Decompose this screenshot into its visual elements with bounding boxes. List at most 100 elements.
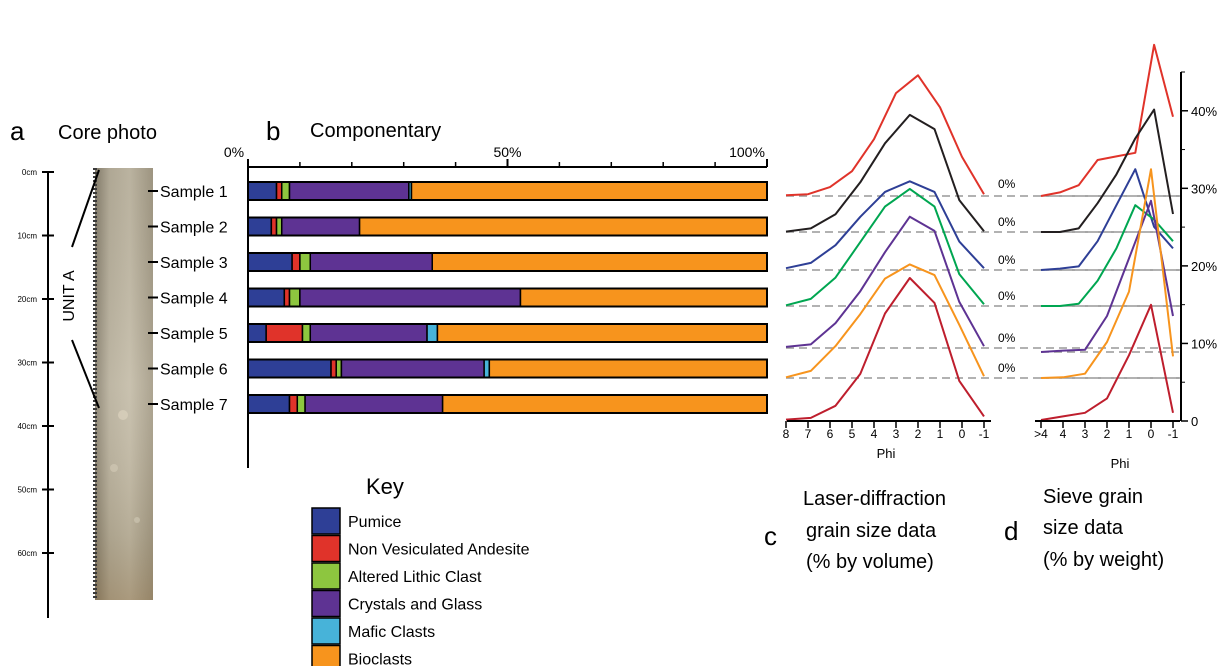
bar-segment xyxy=(309,323,428,343)
bar-segment xyxy=(275,181,283,201)
bar-segment xyxy=(247,358,332,379)
bar-segment xyxy=(280,216,361,237)
bar-segment xyxy=(519,287,768,308)
y-tick-label: 10% xyxy=(1191,336,1217,351)
sieve-y-ticks: 0 10% 20% 30% 40% xyxy=(1181,71,1217,429)
laser-x-label: Phi xyxy=(877,446,896,461)
bar-segment xyxy=(301,323,312,343)
series-line xyxy=(785,277,985,421)
sieve-x-label: Phi xyxy=(1111,456,1130,471)
offset-label: 0% xyxy=(998,289,1016,303)
bar-segment xyxy=(335,358,343,379)
panel-c-caption-line3: (% by volume) xyxy=(806,551,934,573)
panel-d-caption-line3: (% by weight) xyxy=(1043,549,1164,571)
bar-segment xyxy=(247,394,291,414)
bar-segment xyxy=(247,323,267,343)
series-line xyxy=(785,74,985,197)
x-tick-label: 1 xyxy=(1126,427,1133,441)
bar-segment xyxy=(288,287,301,308)
panel-b-letter: b xyxy=(266,116,280,146)
x-tick-label: 4 xyxy=(1060,427,1067,441)
depth-tick-label: 20cm xyxy=(17,295,37,304)
bar-segment xyxy=(309,252,433,272)
core-clast xyxy=(134,517,140,523)
y-tick-label: 20% xyxy=(1191,259,1217,274)
depth-tick-label: 30cm xyxy=(17,359,37,368)
legend-swatch xyxy=(311,534,341,563)
bar-segment xyxy=(247,181,278,201)
x-tick-label: -1 xyxy=(979,427,990,441)
legend-swatch xyxy=(311,644,341,666)
bar-segment xyxy=(288,394,299,414)
bar-segment xyxy=(488,358,768,379)
panel-c-caption-line2: grain size data xyxy=(806,520,937,542)
legend: Pumice Non Vesiculated Andesite Altered Li… xyxy=(311,507,530,666)
x-tick-label: 2 xyxy=(1104,427,1111,441)
bar-outline xyxy=(247,394,768,414)
bar-segment xyxy=(304,394,444,414)
sample-label: Sample 6 xyxy=(160,362,228,379)
bar-x-tick-label: 50% xyxy=(493,144,521,160)
x-tick-label: 1 xyxy=(937,427,944,441)
series-line xyxy=(1041,204,1174,307)
bar-segment xyxy=(299,287,522,308)
depth-tick-label: 10cm xyxy=(17,232,37,241)
sieve-x-ticks: >4 4 3 2 1 0 -1 xyxy=(1034,421,1179,441)
panel-b: b Componentary 0% 50% 100% Sample 1Sample … xyxy=(148,116,768,666)
series-line xyxy=(785,113,985,233)
offset-label: 0% xyxy=(998,253,1016,267)
sample-label: Sample 3 xyxy=(160,255,228,272)
stacked-bars xyxy=(247,181,768,414)
unit-bracket-top xyxy=(71,169,100,248)
sample-label: Sample 7 xyxy=(160,397,228,414)
panel-c: 0% 0% 0% 0% 0% 0% 8 7 6 5 4 3 2 1 0 -1 Phi c Laser-dif… xyxy=(764,74,1181,573)
bar-segment xyxy=(436,323,768,343)
depth-ticks: 0cm 10cm 20cm 30cm 40cm 50cm 60cm xyxy=(17,168,54,558)
panel-d-caption-line2: size data xyxy=(1043,517,1124,539)
legend-label: Non Vesiculated Andesite xyxy=(348,542,530,559)
x-tick-label: 8 xyxy=(783,427,790,441)
legend-swatch xyxy=(311,507,341,535)
legend-swatch xyxy=(311,617,341,645)
x-tick-label: 4 xyxy=(871,427,878,441)
series-line xyxy=(785,215,985,348)
x-tick-label: 3 xyxy=(893,427,900,441)
bar-segment xyxy=(247,252,293,272)
offset-label: 0% xyxy=(998,361,1016,375)
series-line xyxy=(1040,168,1174,379)
bar-outline xyxy=(247,216,768,237)
series-line xyxy=(1040,199,1174,353)
bar-segment xyxy=(265,323,304,343)
key-title: Key xyxy=(366,474,404,499)
legend-label: Pumice xyxy=(348,514,401,531)
depth-tick-label: 60cm xyxy=(17,549,37,558)
x-tick-label: 5 xyxy=(849,427,856,441)
legend-label: Crystals and Glass xyxy=(348,597,482,614)
depth-tick-label: 0cm xyxy=(22,168,37,177)
bar-x-tick-label: 0% xyxy=(224,144,244,160)
legend-label: Mafic Clasts xyxy=(348,624,435,641)
bar-outline xyxy=(247,358,768,379)
unit-bracket-bottom xyxy=(71,339,100,409)
panel-d: >4 4 3 2 1 0 -1 0 10% 20% 30% 40% Phi d Sieve grai… xyxy=(1004,43,1217,571)
legend-label: Altered Lithic Clast xyxy=(348,569,482,586)
unit-label: UNIT A xyxy=(61,270,78,322)
bar-segment xyxy=(247,287,286,308)
bar-segment xyxy=(291,252,301,272)
y-tick-label: 40% xyxy=(1191,104,1217,119)
depth-tick-label: 50cm xyxy=(17,486,37,495)
panel-b-title: Componentary xyxy=(310,120,441,142)
bar-segment xyxy=(283,287,291,308)
core-clast xyxy=(118,410,128,420)
sample-label: Sample 1 xyxy=(160,184,228,201)
bar-segment xyxy=(270,216,278,237)
core-photo-shade xyxy=(95,168,153,600)
x-tick-label: 3 xyxy=(1082,427,1089,441)
panel-c-caption-line1: Laser-diffraction xyxy=(803,488,946,510)
y-tick-label: 0 xyxy=(1191,414,1198,429)
series-line xyxy=(785,180,985,270)
laser-lines xyxy=(785,74,985,421)
laser-baselines: 0% 0% 0% 0% 0% 0% xyxy=(786,177,1181,379)
legend-label: Bioclasts xyxy=(348,652,412,666)
